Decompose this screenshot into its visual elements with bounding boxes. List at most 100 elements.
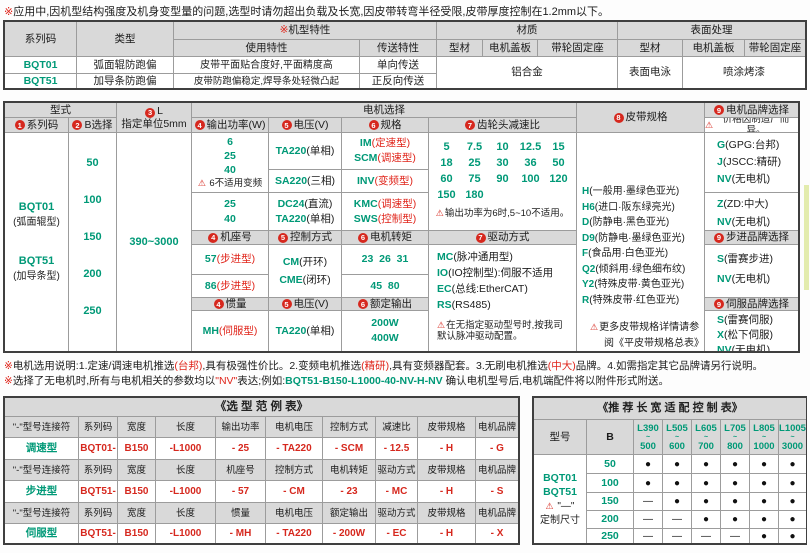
rec-mark: ●	[692, 474, 721, 493]
ex-v: - EC	[376, 524, 418, 543]
rec-model-cell: BQT01 BQT51 ⚠ "—" 定制尺寸	[534, 455, 587, 543]
recommend-table-title: 《推 荐 长 宽 适 配 控 制 表》	[534, 398, 806, 420]
rec-mark: —	[663, 511, 692, 529]
rec-mark: —	[692, 529, 721, 543]
ex-h1-connector: "-"型号连接符	[5, 417, 79, 438]
spec-header-series: 系列码	[5, 22, 77, 57]
header-voltage: 5 电压(V)	[269, 118, 342, 133]
rec-mark: ●	[750, 455, 779, 474]
rec-mark: ●	[750, 529, 779, 543]
ex-h3: 宽度	[118, 503, 156, 524]
spec-kmc: KMC(调速型)	[353, 197, 417, 210]
rec-mark: ●	[663, 474, 692, 493]
belt-q2: Q2(倾斜用·绿色细布纹)	[582, 263, 686, 275]
ex-h1: 系列码	[79, 417, 118, 438]
ex-h3: 驱动方式	[376, 503, 418, 524]
example-table-title: 《选 型 范 例 表》	[5, 398, 518, 417]
brand-nv: NV(无电机)	[717, 216, 771, 228]
power-group-b: 25 40	[192, 193, 269, 231]
ex-label-step: 步进型	[5, 481, 79, 503]
drive-rs: RS(RS485)	[437, 299, 491, 311]
badge-9b: 9	[714, 232, 724, 243]
ex-label-servo: 伺服型	[5, 524, 79, 543]
spec-header-use: 使用特性	[174, 40, 360, 57]
ex-h1: 宽度	[118, 417, 156, 438]
belt-y2: Y2(特殊皮带·黄色亚光)	[582, 279, 685, 290]
series-code-bqt51: BQT51	[5, 74, 77, 88]
badge-9c: 9	[714, 299, 724, 309]
brand-group-step: S(雷赛步进) NV(无电机)	[705, 245, 798, 298]
power-value: 40	[224, 212, 236, 225]
ctrl-cm: CM(开环)	[282, 255, 328, 268]
rec-custom-size: 定制尺寸	[540, 514, 580, 526]
ex-h2: 系列码	[79, 460, 118, 481]
recommend-size-table: 《推 荐 长 宽 适 配 控 制 表》 型号 B L390 ~500 L505 ~6…	[532, 396, 807, 545]
spec-kmc-sws: KMC(调速型) SWS(控制型)	[342, 193, 429, 231]
belt-warning-line1: ⚠更多皮带规格详情请参	[590, 322, 700, 333]
page-top-note: ※应用中,因机型结构强度及机身变型量的问题,选型时请勿超出负载及长宽,因皮带转弯…	[4, 6, 610, 18]
spec-header-motor-cover: 电机盖板	[483, 40, 538, 57]
power-value: 6	[227, 136, 233, 148]
brand-group-servo: S(雷赛伺服) X(松下伺服) NV(无电机)	[705, 311, 798, 351]
rec-header-l390: L390 ~500	[634, 420, 663, 455]
brand-nv: NV(无电机)	[717, 344, 771, 351]
ex-v: - H	[418, 438, 476, 460]
power-warning: ⚠ 6不适用变频	[197, 178, 263, 189]
rec-model-bqt01: BQT01	[543, 471, 577, 484]
ex-v: - 57	[216, 481, 266, 503]
belt-h: H(一般用·墨绿色亚光)	[582, 186, 680, 197]
spec-header-feature: ※ 机型特性	[174, 22, 437, 40]
badge-9: 9	[714, 105, 724, 115]
b-value: 100	[83, 193, 102, 206]
brand-nv: NV(无电机)	[717, 273, 771, 285]
brand-j: J(JSCC:精研)	[717, 156, 782, 168]
badge-6c: 6	[358, 299, 368, 309]
belt-h6: H6(进口·阪东绿亮光)	[582, 201, 675, 213]
ex-v: BQT01-	[79, 438, 118, 460]
ex-v: -L1000	[156, 524, 216, 543]
ex-v: - 25	[216, 438, 266, 460]
ex-h3: 电机电压	[266, 503, 323, 524]
spec-header-motor-cover-2: 电机盖板	[683, 40, 745, 57]
b-value: 200	[83, 267, 102, 280]
header-servo-brand: 9 伺服品牌选择	[705, 298, 798, 311]
material-value: 铝合金	[437, 57, 618, 88]
ex-h1: 电机电压	[266, 417, 323, 438]
ex-v: - X	[476, 524, 518, 543]
drive-ec: EC(总线:EtherCAT)	[437, 283, 528, 295]
frame-86: 86 (步进型)	[192, 275, 269, 298]
series-type-bqt51: 加导条防跑偏	[77, 74, 174, 88]
ex-h3: 惯量	[216, 503, 266, 524]
spec-header-transfer: 传送特性	[360, 40, 437, 57]
ex-h1: 输出功率	[216, 417, 266, 438]
rec-mark: ●	[721, 511, 750, 529]
brand-nv: NV(无电机)	[717, 173, 771, 185]
ex-h3: 长度	[156, 503, 216, 524]
spec-header-profile-2: 型材	[618, 40, 683, 57]
brand-price-note: ⚠ 价格因制造厂而异。	[705, 118, 798, 133]
rec-mark: ●	[634, 455, 663, 474]
rated-output-cell: 200W 400W	[342, 311, 429, 351]
rec-b-200: 200	[587, 511, 634, 529]
rec-mark: ●	[634, 474, 663, 493]
drive-warning: ⚠在无指定驱动型号时,按我司默认脉冲驱动配置。	[437, 320, 563, 342]
rec-mark: ●	[692, 511, 721, 529]
badge-4c: 4	[213, 299, 224, 309]
ex-v: -L1000	[156, 481, 216, 503]
rec-mark: ●	[692, 455, 721, 474]
frame-57: 57 (步进型)	[192, 245, 269, 275]
badge-5: 5	[281, 120, 292, 130]
brand-z: Z(ZD:中大)	[717, 198, 769, 210]
ex-h1: 减速比	[376, 417, 418, 438]
series-body: BQT01 (弧面辊型) BQT51 (加导条型)	[5, 133, 69, 351]
header-drive-mode: 7 驱动方式	[429, 231, 577, 245]
rated-200w: 200W	[371, 317, 399, 329]
ex-v: - H	[418, 481, 476, 503]
rec-header-l805: L805 ~1000	[750, 420, 779, 455]
series-use-bqt51: 皮带防跑偏稳定,焊导条处轻微凸起	[174, 74, 360, 88]
spec-header-type: 类型	[77, 22, 174, 57]
ex-h2: 驱动方式	[376, 460, 418, 481]
spec-sws: SWS(控制型)	[353, 212, 417, 225]
ex-v: -L1000	[156, 438, 216, 460]
